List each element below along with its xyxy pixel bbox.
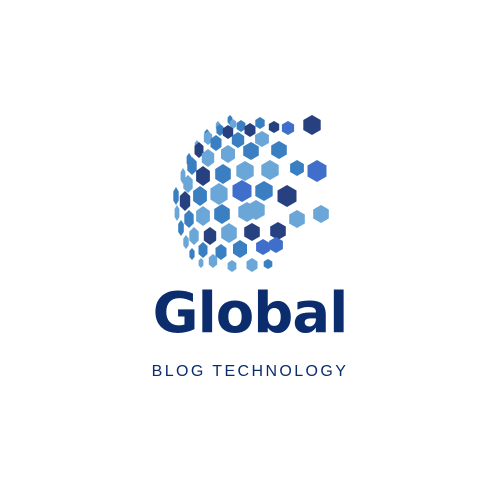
globe-hexagon [194,142,204,158]
globe-hexagon [173,187,179,205]
globe-hexagon [183,175,193,193]
globe-hexagon [210,183,228,205]
globe-hexagon [236,120,246,132]
globe-hexagon [229,119,237,129]
globe-hexagon [198,242,208,258]
globe-hexagon [255,181,273,201]
globe-hexagon [289,210,305,228]
globe-hexagon [270,222,286,240]
globe-hexagon [196,166,210,186]
globe-hexagon [255,131,269,147]
globe-hexagon [189,227,199,245]
globe-hexagon [246,258,258,272]
globe-hexagon [247,200,265,220]
globe-hexagon [208,254,218,268]
globe-hexagon [203,227,217,245]
globe-hexagon [233,240,247,258]
globe-hexagon [187,157,197,175]
globe-hexagon [203,131,213,145]
globe-hexagon [221,223,237,243]
globe-hexagon [210,135,222,151]
globe-hexagon [231,132,245,148]
globe-hexagon [244,223,260,241]
globe-hexagon [307,160,327,182]
globe-hexagon [184,210,194,228]
globe-hexagon [189,248,195,260]
hexagon-globe-icon [173,115,329,272]
globe-hexagon [227,260,237,272]
globe-hexagon [174,205,180,221]
globe-hexagon [313,205,329,223]
globe-hexagon [232,180,252,202]
brand-name: Global [152,281,349,346]
globe-hexagon [243,142,259,160]
globe-hexagon [271,141,287,159]
globe-hexagon [215,164,231,184]
globe-hexagon [222,125,234,139]
globe-hexagon [277,185,297,207]
globe-hexagon [179,191,191,211]
globe-hexagon [281,121,295,135]
globe-hexagon [178,220,184,236]
globe-hexagon [196,206,210,226]
globe-hexagon [216,124,224,136]
globe-hexagon [255,117,265,129]
globe-hexagon [263,259,273,269]
globe-hexagon [244,123,256,137]
brand-tagline: BLOG TECHNOLOGY [151,363,349,380]
globe-hexagon [290,160,304,176]
globe-hexagon [236,161,254,181]
globe-hexagon [261,160,279,180]
globe-hexagon [193,186,207,206]
globe-hexagon [303,115,321,135]
globe-hexagon [215,244,227,260]
globe-hexagon [183,235,189,249]
globe-hexagon [198,258,204,268]
globe-hexagon [214,204,230,224]
globe-hexagon [201,149,215,167]
globe-hexagon [268,121,280,133]
globe-hexagon [256,239,270,255]
globe-hexagon [269,237,283,253]
globe-hexagon [221,145,235,163]
